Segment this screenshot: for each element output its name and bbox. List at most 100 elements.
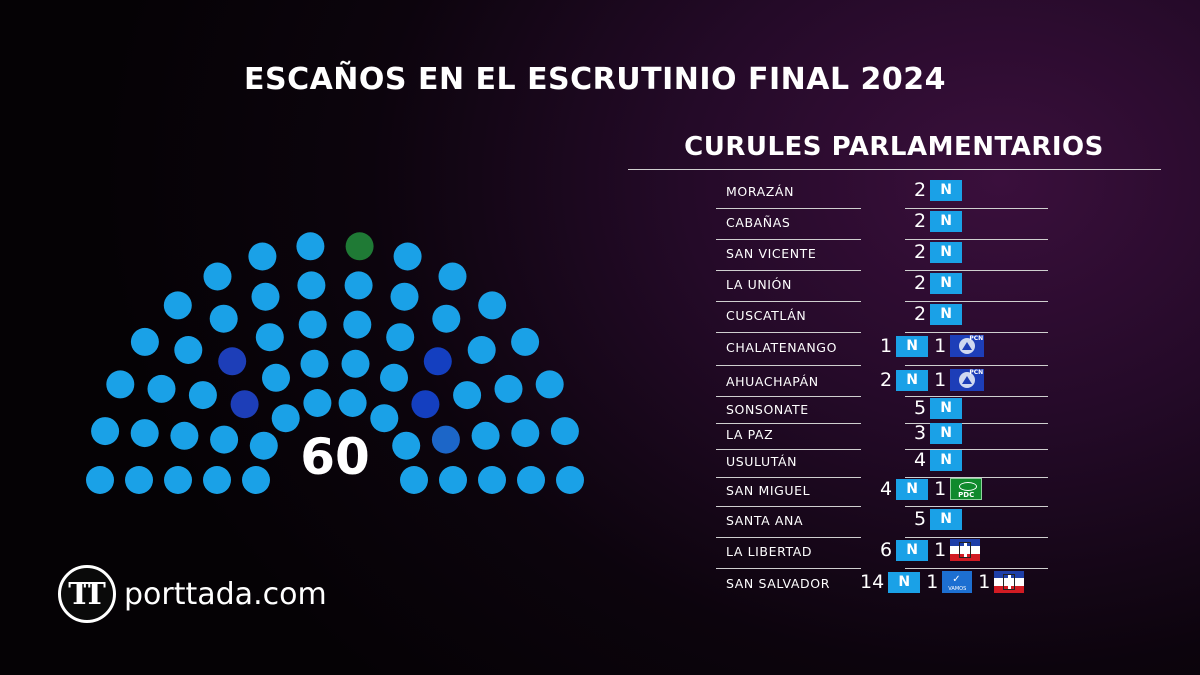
seat-count: 1	[934, 369, 947, 391]
seat-dot	[411, 390, 440, 419]
department-name: LA UNIÓN	[726, 277, 792, 292]
seat-dot	[300, 349, 329, 378]
seat-count: 4	[914, 449, 927, 471]
nuevas-ideas-logo-icon: N	[930, 508, 963, 530]
row-divider	[716, 365, 861, 366]
seat-dot	[203, 466, 231, 494]
row-divider	[716, 396, 861, 397]
vamos-logo-text: VAMOS	[948, 586, 967, 592]
nuevas-ideas-logo-icon: N	[930, 241, 963, 263]
total-seats-label: 60	[300, 428, 370, 486]
seat-dot	[130, 327, 159, 356]
seat-count: 5	[914, 397, 927, 419]
row-divider	[716, 537, 861, 538]
arena-flag-icon	[994, 571, 1025, 593]
arena-stripe	[950, 553, 981, 561]
seat-dot	[341, 349, 370, 378]
department-name: CUSCATLÁN	[726, 308, 807, 323]
row-divider	[716, 332, 861, 333]
nuevas-ideas-logo-icon: N	[930, 422, 963, 444]
department-name: USULUTÁN	[726, 454, 798, 469]
department-seats: 4 N 1 PDC	[880, 478, 983, 500]
seat-dot	[439, 466, 467, 494]
pcn-logo-icon: PCN	[950, 369, 985, 391]
department-name: AHUACHAPÁN	[726, 374, 819, 389]
pcn-emblem-icon	[959, 372, 976, 388]
row-divider	[905, 208, 1048, 209]
seat-dot	[188, 381, 217, 410]
seat-count: 1	[934, 539, 947, 561]
seat-dot	[392, 431, 421, 460]
seat-dot	[303, 389, 332, 417]
nuevas-ideas-logo-icon: N	[930, 397, 963, 419]
seat-dot	[511, 327, 540, 356]
seat-dot	[298, 310, 327, 339]
department-seats: 14 N 1 ✓ VAMOS 1	[860, 571, 1025, 593]
arena-stripe	[994, 585, 1025, 593]
department-name: LA PAZ	[726, 427, 774, 442]
department-name: LA LIBERTAD	[726, 544, 813, 559]
seat-dot	[423, 347, 452, 376]
arena-cross-icon	[959, 542, 972, 558]
parliament-seat-chart	[86, 232, 584, 494]
row-divider	[716, 301, 861, 302]
seat-count: 6	[880, 539, 893, 561]
seat-dot	[163, 291, 192, 320]
seat-dot	[174, 336, 203, 364]
nuevas-ideas-logo-icon: N	[930, 449, 963, 471]
brand-name: porttada.com	[124, 576, 327, 612]
row-divider	[905, 423, 1048, 424]
nuevas-ideas-logo-icon: N	[888, 571, 921, 593]
seat-dot	[471, 421, 500, 450]
seat-dot	[251, 282, 280, 311]
row-divider	[905, 506, 1048, 507]
seat-count: 2	[914, 272, 927, 294]
seat-count: 14	[860, 571, 885, 593]
nuevas-ideas-logo-icon: N	[930, 179, 963, 201]
seat-dot	[210, 425, 239, 454]
seat-dot	[400, 466, 428, 494]
seat-dot	[478, 466, 506, 494]
seat-dot	[147, 374, 176, 403]
department-name: MORAZÁN	[726, 184, 795, 199]
row-divider	[716, 477, 861, 478]
seat-dot	[431, 425, 460, 454]
department-name: SAN SALVADOR	[726, 576, 831, 591]
nuevas-ideas-logo-icon: N	[930, 272, 963, 294]
nuevas-ideas-logo-icon: N	[896, 478, 929, 500]
row-divider	[716, 423, 861, 424]
seat-dot	[248, 242, 277, 271]
pdc-logo-text: PDC	[958, 491, 975, 499]
pdc-logo-icon: PDC	[950, 478, 983, 500]
department-name: SAN VICENTE	[726, 246, 817, 261]
seat-dot	[297, 271, 326, 300]
row-divider	[905, 477, 1048, 478]
table-title-divider	[628, 169, 1161, 170]
chart-title: ESCAÑOS EN EL ESCRUTINIO FINAL 2024	[243, 62, 947, 97]
row-divider	[905, 301, 1048, 302]
pcn-logo-icon: PCN	[950, 335, 985, 357]
nuevas-ideas-logo-icon: N	[896, 369, 929, 391]
arena-flag-icon	[950, 539, 981, 561]
row-divider	[905, 537, 1048, 538]
seat-dot	[344, 271, 373, 300]
seat-dot	[478, 291, 507, 320]
row-divider	[716, 270, 861, 271]
pcn-logo-text: PCN	[969, 369, 984, 376]
seat-dot	[517, 466, 545, 494]
seat-dot	[230, 390, 259, 419]
department-seats: 1 N 1 PCN	[880, 335, 985, 357]
nuevas-ideas-logo-icon: N	[930, 210, 963, 232]
seat-dot	[393, 242, 422, 271]
seat-dot	[550, 417, 579, 446]
arena-cross-icon	[1003, 574, 1016, 590]
table-title: CURULES PARLAMENTARIOS	[684, 132, 1104, 162]
row-divider	[716, 568, 861, 569]
nuevas-ideas-logo-icon: N	[930, 303, 963, 325]
